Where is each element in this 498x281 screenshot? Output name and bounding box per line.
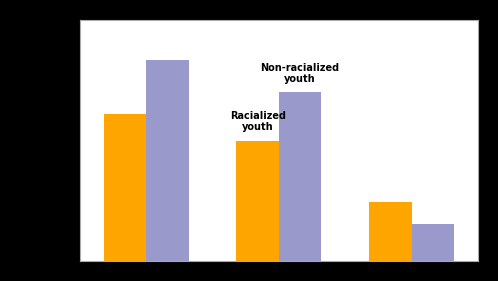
Bar	[146, 60, 189, 261]
Bar	[412, 224, 454, 261]
Text: Racialized
youth: Racialized youth	[230, 111, 286, 132]
Bar	[237, 140, 279, 261]
Bar	[279, 92, 321, 261]
Text: Non-racialized
youth: Non-racialized youth	[260, 62, 340, 84]
Bar	[369, 202, 412, 261]
Bar	[104, 114, 146, 261]
